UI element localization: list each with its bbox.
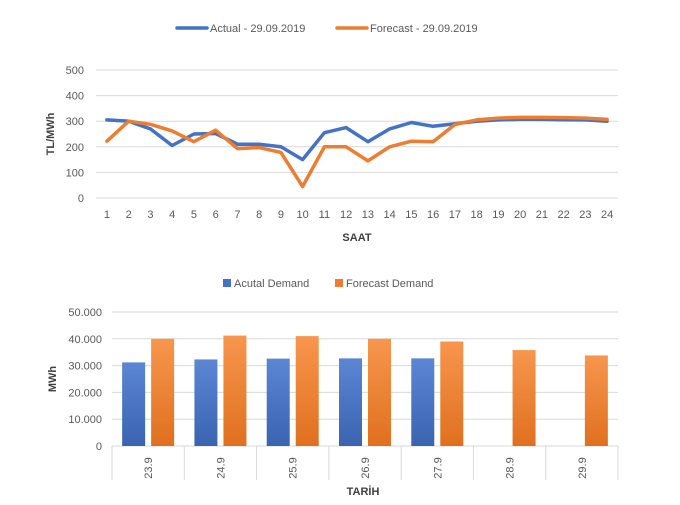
bar-actual	[122, 362, 146, 446]
bar-y-tick-label: 50.000	[68, 307, 102, 319]
bar-actual	[339, 358, 362, 446]
line-x-tick-label: 8	[256, 209, 262, 221]
line-series-forecast	[105, 115, 609, 189]
bar-y-tick-label: 20.000	[68, 387, 102, 399]
line-x-tick-label: 1	[104, 209, 110, 221]
line-x-tick-label: 16	[427, 209, 439, 221]
bar-y-tick-label: 0	[96, 441, 102, 453]
bar-actual	[266, 358, 290, 446]
line-legend-label: Forecast - 29.09.2019	[370, 23, 478, 35]
bar-x-tick-label: 26.9	[360, 457, 372, 478]
line-x-tick-label: 6	[213, 209, 219, 221]
bar-x-tick-label: 28.9	[505, 457, 517, 478]
bar-legend-label: Forecast Demand	[346, 278, 433, 290]
line-x-tick-label: 12	[340, 209, 352, 221]
line-y-tick-label: 100	[66, 167, 84, 179]
line-series-actual	[105, 117, 609, 162]
line-y-tick-label: 0	[78, 193, 84, 205]
bar-forecast	[151, 338, 175, 446]
line-y-tick-label: 500	[66, 65, 84, 77]
bar-legend-swatch	[335, 279, 343, 287]
bar-forecast	[368, 338, 391, 446]
line-x-tick-label: 22	[558, 209, 570, 221]
bar-x-tick-label: 23.9	[143, 457, 155, 478]
line-x-tick-label: 5	[191, 209, 197, 221]
bar-y-tick-label: 40.000	[68, 334, 102, 346]
line-x-tick-label: 23	[579, 209, 591, 221]
bar-y-tick-label: 10.000	[68, 414, 102, 426]
line-x-tick-label: 17	[449, 209, 461, 221]
line-y-axis-title: TL/MWh	[45, 112, 57, 155]
line-x-tick-label: 11	[319, 209, 330, 221]
bar-legend-label: Acutal Demand	[234, 278, 309, 290]
line-x-tick-label: 20	[514, 209, 526, 221]
line-x-tick-label: 10	[297, 209, 309, 221]
bar-legend-swatch	[223, 279, 231, 287]
bar-forecast	[440, 341, 464, 446]
bar-forecast	[512, 350, 536, 446]
bar-actual	[411, 358, 435, 446]
line-x-tick-label: 4	[169, 209, 175, 221]
bar-forecast	[295, 336, 319, 446]
line-x-tick-label: 19	[492, 209, 504, 221]
line-x-tick-label: 18	[471, 209, 483, 221]
bar-x-tick-label: 24.9	[215, 457, 227, 478]
bar-x-tick-label: 29.9	[577, 457, 589, 478]
line-x-tick-label: 15	[405, 209, 417, 221]
bar-x-tick-label: 27.9	[432, 457, 444, 478]
bar-x-tick-label: 25.9	[288, 457, 300, 478]
line-x-tick-label: 2	[126, 209, 132, 221]
line-y-tick-label: 300	[66, 116, 84, 128]
line-x-tick-label: 9	[278, 209, 284, 221]
line-y-tick-label: 200	[66, 142, 84, 154]
line-legend-label: Actual - 29.09.2019	[210, 23, 305, 35]
demand-bar-chart: 0 10.000 20.000 30.000 40.000 50.000 23.9 24.9 2…	[47, 278, 619, 498]
line-x-tick-label: 24	[601, 209, 613, 221]
bar-x-axis-title: TARİH	[347, 485, 380, 498]
bar-actual	[194, 359, 218, 446]
line-x-tick-label: 3	[147, 209, 153, 221]
line-y-tick-label: 400	[66, 91, 84, 103]
line-x-axis-title: SAAT	[342, 232, 371, 244]
line-x-tick-label: 13	[362, 209, 374, 221]
bar-y-tick-label: 30.000	[68, 361, 102, 373]
line-x-tick-label: 14	[384, 209, 396, 221]
bar-y-axis-title: MWh	[47, 366, 59, 393]
line-x-tick-label: 21	[536, 209, 548, 221]
line-x-tick-label: 7	[234, 209, 240, 221]
bar-forecast	[584, 355, 608, 446]
bar-forecast	[223, 335, 247, 446]
